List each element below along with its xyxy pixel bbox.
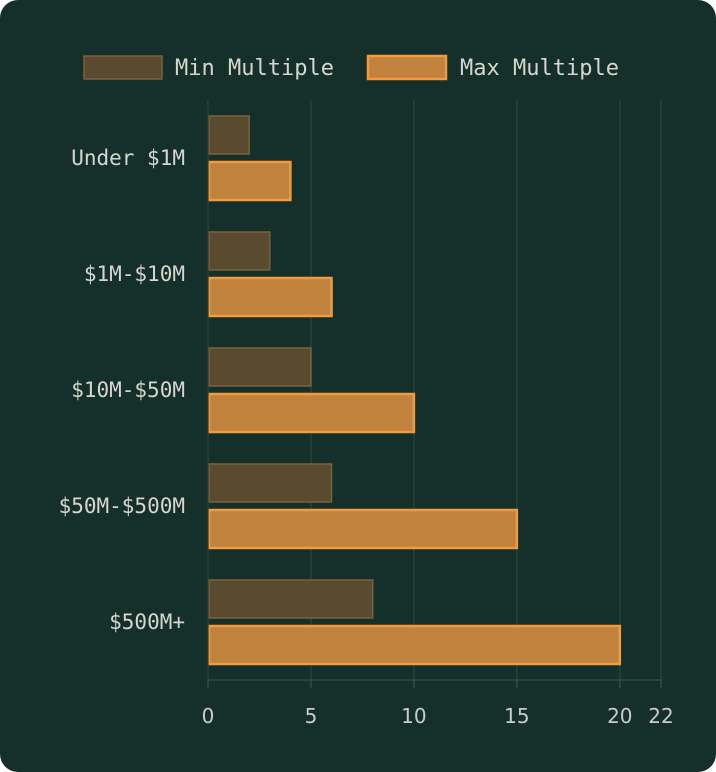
x-tick-label-3: 15 — [504, 704, 529, 728]
legend-swatch-0[interactable] — [83, 55, 163, 80]
legend-swatch-1[interactable] — [366, 54, 448, 81]
bar-min-1[interactable] — [208, 231, 271, 271]
x-tick-label-5: 22 — [648, 704, 673, 728]
legend[interactable]: Min Multiple Max Multiple — [83, 54, 619, 81]
bar-min-3[interactable] — [208, 463, 333, 503]
category-label-3: $50M-$500M — [59, 494, 185, 518]
category-label-0: Under $1M — [71, 146, 185, 170]
x-tick-label-4: 20 — [607, 704, 632, 728]
legend-label-0[interactable]: Min Multiple — [175, 56, 334, 81]
x-tick-label-1: 5 — [305, 704, 318, 728]
x-tick-label-0: 0 — [202, 704, 215, 728]
bar-min-4[interactable] — [208, 579, 374, 619]
bars — [207, 115, 622, 666]
bar-max-4[interactable] — [207, 624, 622, 666]
category-label-4: $500M+ — [109, 610, 185, 634]
bar-min-2[interactable] — [208, 347, 312, 387]
axes: 0 5 10 15 20 22 Under $1M $1M-$10M $10M-$50M $50M… — [59, 100, 674, 728]
category-label-2: $10M-$50M — [71, 378, 185, 402]
x-tick-label-2: 10 — [401, 704, 426, 728]
bar-max-2[interactable] — [207, 392, 416, 434]
bar-max-1[interactable] — [207, 276, 333, 318]
category-label-1: $1M-$10M — [84, 262, 185, 286]
legend-label-1[interactable]: Max Multiple — [460, 56, 619, 81]
bar-max-0[interactable] — [207, 160, 292, 202]
bar-min-0[interactable] — [208, 115, 250, 155]
bar-max-3[interactable] — [207, 508, 519, 550]
